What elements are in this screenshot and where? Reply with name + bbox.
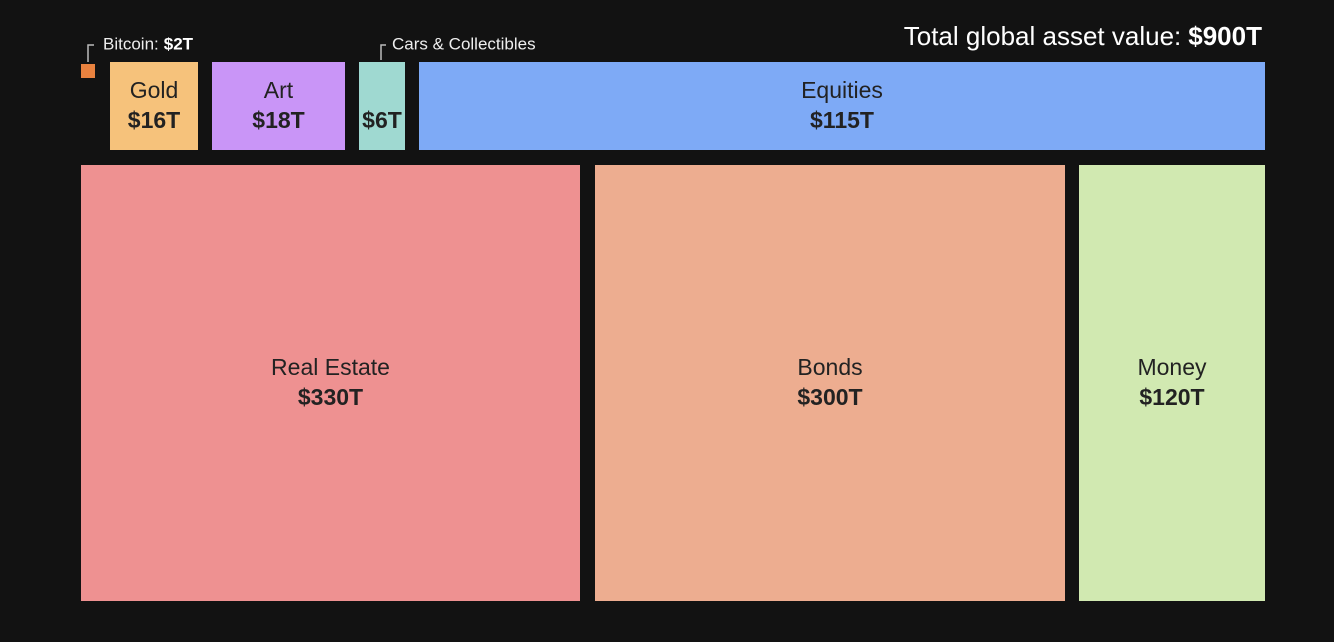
tile-value: $2T <box>164 34 194 53</box>
callout-bracket <box>87 44 94 62</box>
tile-name: Money <box>1137 354 1207 380</box>
tile-name: Bitcoin: <box>103 34 159 53</box>
tile-name: Equities <box>801 77 883 103</box>
chart-title: Total global asset value: <box>904 21 1182 51</box>
callout-bracket <box>380 44 386 60</box>
treemap-tile <box>1079 165 1265 601</box>
tile-name: Cars & Collectibles <box>392 34 536 53</box>
tile-name: Real Estate <box>271 354 390 380</box>
treemap-tile <box>595 165 1065 601</box>
tile-name: Bonds <box>797 354 862 380</box>
tile-name: Art <box>264 77 294 103</box>
treemap-tile <box>212 62 345 150</box>
tile-value: $300T <box>797 384 862 410</box>
tile-name: Gold <box>130 77 179 103</box>
treemap-tile <box>81 165 580 601</box>
tile-value: $18T <box>252 107 304 133</box>
tile-value: $115T <box>810 107 874 133</box>
tile-value: $330T <box>298 384 363 410</box>
tile-value: $120T <box>1139 384 1204 410</box>
tile-value: $16T <box>128 107 180 133</box>
treemap-tile <box>359 62 405 150</box>
treemap-tile <box>419 62 1265 150</box>
total-value: $900T <box>1188 21 1262 51</box>
treemap-tile <box>110 62 198 150</box>
treemap-tile <box>81 64 95 78</box>
tile-value: $6T <box>362 107 402 133</box>
